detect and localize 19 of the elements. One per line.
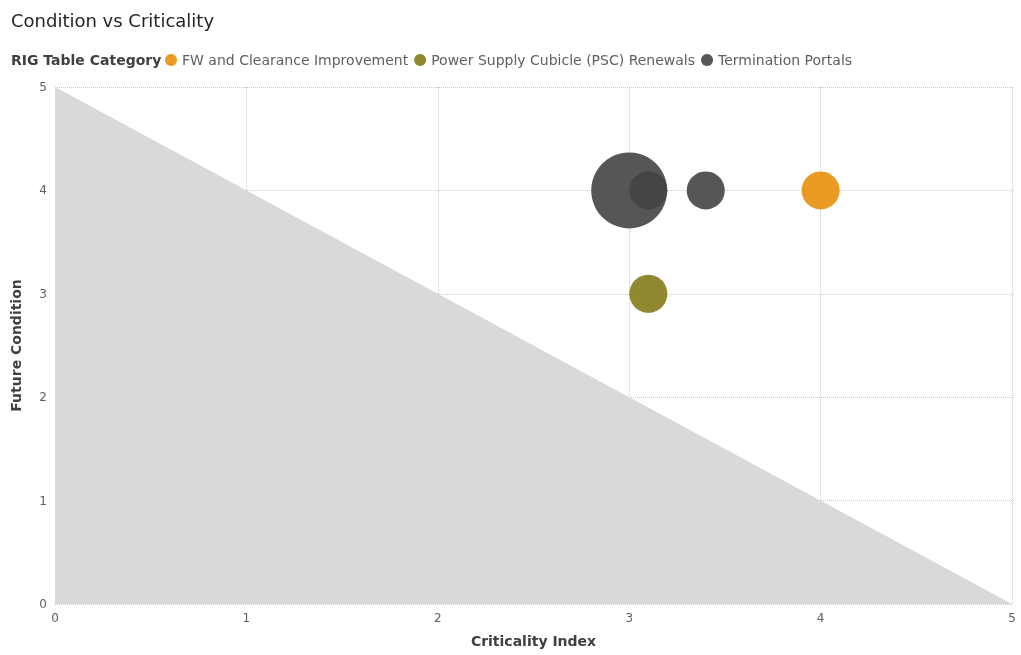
legend-label: Termination Portals (717, 52, 853, 68)
x-tick-label: 0 (51, 611, 59, 625)
y-tick-label: 2 (39, 390, 47, 405)
y-tick-label: 0 (39, 597, 47, 611)
x-tick-label: 1 (242, 611, 251, 625)
legend-title: RIG Table Category (11, 52, 162, 68)
x-axis-title: Criticality Index (470, 633, 597, 649)
x-tick-label: 3 (625, 611, 634, 625)
x-tick-label: 2 (433, 611, 442, 625)
legend-label: FW and Clearance Improvement (182, 52, 409, 68)
y-tick-label: 5 (39, 80, 47, 94)
chart-title: Condition vs Criticality (11, 9, 215, 31)
y-tick-label: 3 (39, 286, 47, 301)
legend-label: Power Supply Cubicle (PSC) Renewals (431, 52, 696, 68)
y-tick-label: 1 (39, 493, 47, 508)
y-axis-title: Future Condition (8, 279, 24, 412)
x-tick-label: 4 (816, 611, 825, 625)
x-tick-label: 5 (1008, 611, 1016, 625)
y-tick-label: 4 (39, 183, 47, 198)
